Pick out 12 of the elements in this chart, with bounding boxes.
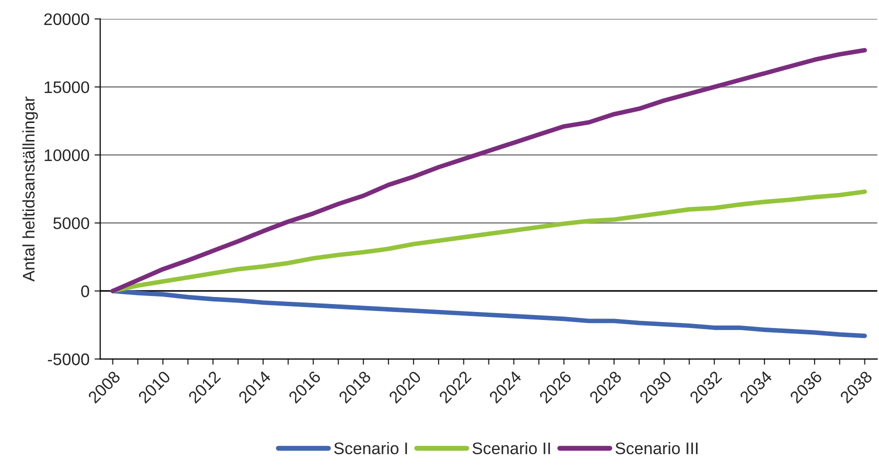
line-series <box>110 48 867 294</box>
legend-label: Scenario III <box>616 442 698 454</box>
y-tick-label: 5000 <box>53 217 90 230</box>
y-tick-label: 15000 <box>44 81 90 94</box>
line-series <box>110 288 867 338</box>
y-axis-title: Antal heltidsanställningar <box>22 96 38 282</box>
legend-label: Scenario II <box>472 442 550 454</box>
y-tick-label: 0 <box>81 285 90 298</box>
y-tick-label: -5000 <box>48 353 90 366</box>
legend-label: Scenario I <box>334 442 407 454</box>
y-tick-label: 10000 <box>44 149 90 162</box>
y-tick-label: 20000 <box>44 13 90 26</box>
